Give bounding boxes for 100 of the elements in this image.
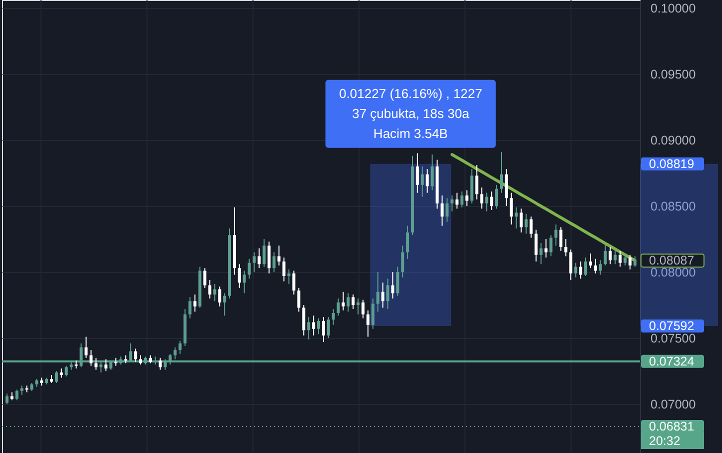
candlestick: [450, 194, 454, 212]
candlestick: [574, 262, 578, 278]
candlestick: [317, 318, 320, 335]
candlestick: [158, 357, 162, 370]
candlestick: [362, 299, 365, 319]
candlestick: [559, 226, 562, 252]
candlestick: [6, 393, 8, 405]
candlestick: [322, 316, 325, 343]
candlestick: [495, 184, 498, 210]
candlestick: [84, 336, 88, 358]
candlestick: [604, 244, 607, 266]
candlestick: [302, 304, 306, 336]
candlestick: [134, 348, 138, 362]
candlestick: [332, 308, 335, 326]
candlestick: [292, 270, 296, 296]
candlestick: [446, 198, 449, 222]
candlestick: [20, 385, 24, 396]
candlestick: [534, 229, 538, 262]
candlestick: [262, 238, 266, 268]
candlestick: [90, 349, 93, 366]
text: 0.08819: [649, 156, 694, 171]
candlestick: [608, 246, 612, 265]
y-tick-label: 0.07500: [650, 332, 696, 346]
annotation: 0.01227 (16.16%) , 1227: [339, 86, 482, 101]
candlestick: [569, 249, 572, 280]
candlestick: [94, 357, 98, 370]
y-tick-label: 0.07000: [650, 398, 696, 412]
candlestick: [628, 254, 632, 270]
candlestick: [336, 298, 340, 316]
candlestick: [268, 241, 271, 274]
candlestick: [598, 260, 602, 276]
candlestick: [530, 216, 533, 238]
candlestick: [510, 192, 513, 226]
candlestick: [252, 252, 256, 273]
candlestick: [460, 191, 464, 208]
ref-line-label: 0.07324: [649, 354, 694, 368]
candlestick: [193, 294, 196, 312]
candlestick: [594, 258, 597, 274]
candlestick: [500, 151, 503, 194]
candlestick: [465, 190, 468, 207]
candlestick: [396, 266, 400, 296]
candlestick: [440, 194, 444, 226]
candlestick: [282, 257, 286, 282]
candlestick: [540, 242, 543, 265]
y-tick-label: 0.09500: [650, 67, 696, 82]
candlestick: [15, 389, 18, 401]
candlestick: [104, 358, 108, 372]
candlestick: [307, 316, 310, 340]
candlestick: [490, 191, 494, 210]
candlestick: [584, 257, 588, 277]
candlestick: [634, 256, 636, 268]
candlestick: [549, 234, 552, 257]
candlestick: [60, 368, 63, 378]
candlestick: [64, 365, 68, 377]
candlestick: [238, 264, 241, 288]
candlestick: [342, 291, 345, 311]
annotation: Hacim 3.54B: [373, 126, 448, 141]
candlestick: [475, 164, 478, 200]
candlestick: [356, 298, 360, 315]
candlestick: [480, 187, 484, 210]
candlestick: [504, 168, 508, 207]
text: 20:32: [649, 434, 680, 448]
y-tick-label: 0.08000: [650, 266, 696, 280]
text: 0.07592: [649, 318, 694, 333]
ref-line-label: 0.06831: [649, 419, 694, 434]
y-tick-label: 0.08500: [650, 200, 696, 214]
candlestick: [624, 253, 627, 266]
candlestick: [312, 315, 316, 336]
candlestick: [218, 286, 222, 307]
candlestick: [544, 238, 548, 258]
candlestick: [277, 245, 280, 266]
candlestick: [346, 292, 350, 312]
candlestick: [564, 238, 568, 257]
candlestick: [524, 213, 528, 234]
y-tick-label: 0.09000: [650, 133, 696, 148]
candlestick: [366, 310, 370, 338]
candlestick: [426, 168, 429, 194]
candlestick: [371, 298, 374, 330]
candlestick: [588, 253, 592, 269]
annotation: 37 çubukta, 18s 30a: [352, 106, 470, 121]
candlestick: [213, 283, 216, 302]
candlestick: [242, 270, 246, 294]
candlestick: [139, 354, 142, 366]
candlestick: [391, 272, 394, 299]
candlestick: [416, 152, 419, 194]
data-label: 0.08087: [649, 254, 694, 268]
candlestick: [381, 282, 384, 308]
candlestick: [406, 225, 410, 260]
candlestick: [223, 292, 226, 316]
candlestick: [614, 249, 617, 265]
candlestick: [208, 279, 212, 299]
candlestick: [258, 248, 261, 269]
candlestick: [376, 272, 380, 312]
candlestick: [579, 261, 582, 280]
candlestick: [386, 278, 390, 310]
candlestick: [430, 154, 434, 191]
candlestick: [297, 287, 300, 312]
candlestick: [352, 294, 355, 310]
candlestick: [618, 250, 622, 268]
candlestick: [520, 208, 523, 233]
